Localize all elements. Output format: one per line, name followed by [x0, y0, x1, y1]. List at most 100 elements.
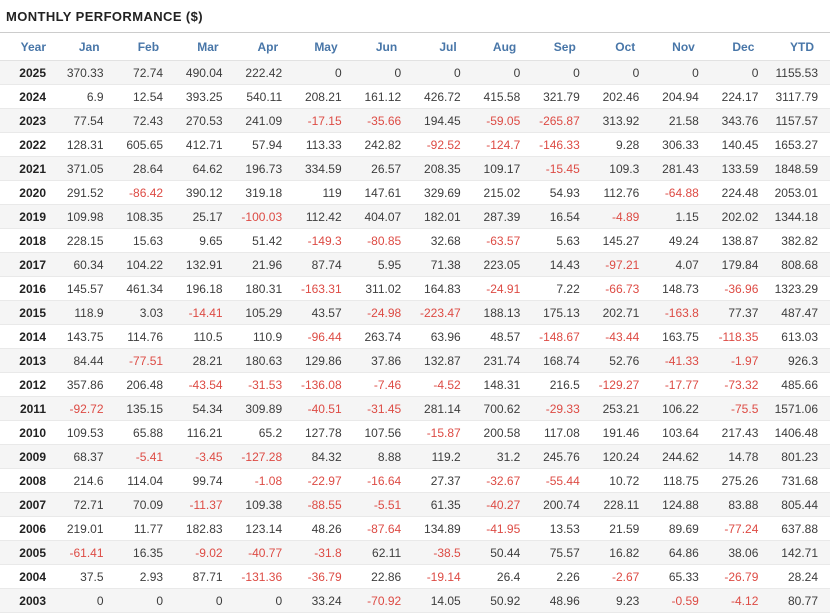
value-cell: 343.76 — [710, 108, 771, 133]
value-cell: -92.72 — [56, 396, 116, 421]
table-row: 2017 60.34 104.22 132.91 21.96 87.74 5.95 71.38… — [0, 252, 830, 277]
value-cell: 83.88 — [710, 492, 771, 517]
value-cell: 120.24 — [591, 444, 652, 469]
value-cell: 306.33 — [651, 132, 711, 157]
table-row: 2012 357.86 206.48 -43.54 -31.53 -136.08 -7.46… — [0, 372, 830, 397]
value-cell: 89.69 — [651, 516, 711, 541]
value-cell: -5.41 — [115, 444, 176, 469]
value-cell: -41.33 — [651, 348, 711, 373]
table-row: 2003 0 0 0 0 33.24 -70.92 14.05 50.92 48.96 9.23 -0… — [0, 588, 830, 613]
value-cell: 605.65 — [115, 132, 176, 157]
table-row: 2019 109.98 108.35 25.17 -100.03 112.42 404.07… — [0, 204, 830, 229]
value-cell: 805.44 — [770, 492, 830, 517]
value-cell: 196.18 — [175, 276, 235, 301]
value-cell: 0 — [353, 60, 414, 85]
value-cell: 60.34 — [56, 252, 116, 277]
column-header-apr: Apr — [234, 33, 295, 61]
value-cell: 50.44 — [472, 540, 533, 565]
value-cell: -64.88 — [651, 180, 711, 205]
value-cell: -15.87 — [413, 420, 473, 445]
table-row: 2005 -61.41 16.35 -9.02 -40.77 -31.8 62.11 -38.… — [0, 540, 830, 565]
value-cell: -146.33 — [532, 132, 592, 157]
value-cell: 15.63 — [115, 228, 176, 253]
value-cell: 118.9 — [56, 300, 116, 325]
value-cell: 65.88 — [115, 420, 176, 445]
value-cell: -19.14 — [413, 564, 473, 589]
value-cell: -148.67 — [532, 324, 592, 349]
value-cell: 242.82 — [353, 132, 414, 157]
value-cell: 164.83 — [413, 276, 473, 301]
value-cell: 208.21 — [294, 84, 354, 109]
value-cell: 57.94 — [234, 132, 295, 157]
value-cell: 63.96 — [413, 324, 473, 349]
table-row: 2021 371.05 28.64 64.62 196.73 334.59 26.57 208… — [0, 156, 830, 181]
value-cell: -77.24 — [710, 516, 771, 541]
value-cell: 180.63 — [234, 348, 295, 373]
value-cell: -7.46 — [353, 372, 414, 397]
value-cell: 37.5 — [56, 564, 116, 589]
table-body: 2025 370.33 72.74 490.04 222.42 0 0 0 0 0 0 0 0 1155.… — [0, 60, 830, 613]
value-cell: 926.3 — [770, 348, 830, 373]
value-cell: 224.48 — [710, 180, 771, 205]
value-cell: -4.12 — [710, 588, 771, 613]
value-cell: -36.96 — [710, 276, 771, 301]
year-cell: 2003 — [0, 588, 56, 613]
table-row: 2025 370.33 72.74 490.04 222.42 0 0 0 0 0 0 0 0 1155.… — [0, 60, 830, 85]
value-cell: 114.76 — [115, 324, 176, 349]
value-cell: 75.57 — [532, 540, 592, 565]
value-cell: 3.03 — [115, 300, 176, 325]
value-cell: 217.43 — [710, 420, 771, 445]
value-cell: 0 — [294, 60, 354, 85]
value-cell: 132.91 — [175, 252, 235, 277]
column-header-jun: Jun — [353, 33, 414, 61]
value-cell: -0.59 — [651, 588, 711, 613]
value-cell: 2.26 — [532, 564, 592, 589]
value-cell: 8.88 — [353, 444, 414, 469]
value-cell: 109.17 — [472, 156, 533, 181]
value-cell: 231.74 — [472, 348, 533, 373]
value-cell: 64.62 — [175, 156, 235, 181]
value-cell: 206.48 — [115, 372, 176, 397]
value-cell: 68.37 — [56, 444, 116, 469]
table-row: 2009 68.37 -5.41 -3.45 -127.28 84.32 8.88 119.2… — [0, 444, 830, 469]
value-cell: 263.74 — [353, 324, 414, 349]
value-cell: 311.02 — [353, 276, 414, 301]
value-cell: 223.05 — [472, 252, 533, 277]
value-cell: 26.57 — [353, 156, 414, 181]
value-cell: 4.07 — [651, 252, 711, 277]
value-cell: 287.39 — [472, 204, 533, 229]
value-cell: 637.88 — [770, 516, 830, 541]
value-cell: -29.33 — [532, 396, 592, 421]
value-cell: -80.85 — [353, 228, 414, 253]
value-cell: 0 — [532, 60, 592, 85]
value-cell: 291.52 — [56, 180, 116, 205]
value-cell: -17.77 — [651, 372, 711, 397]
value-cell: 114.04 — [115, 468, 176, 493]
value-cell: 109.98 — [56, 204, 116, 229]
table-row: 2007 72.71 70.09 -11.37 109.38 -88.55 -5.51 61.… — [0, 492, 830, 517]
value-cell: -86.42 — [115, 180, 176, 205]
value-cell: -1.97 — [710, 348, 771, 373]
value-cell: 43.57 — [294, 300, 354, 325]
value-cell: -129.27 — [591, 372, 652, 397]
value-cell: 117.08 — [532, 420, 592, 445]
value-cell: -73.32 — [710, 372, 771, 397]
year-cell: 2008 — [0, 468, 56, 493]
value-cell: 9.28 — [591, 132, 652, 157]
value-cell: 222.42 — [234, 60, 295, 85]
value-cell: -16.64 — [353, 468, 414, 493]
year-cell: 2005 — [0, 540, 56, 565]
value-cell: -17.15 — [294, 108, 354, 133]
value-cell: -38.5 — [413, 540, 473, 565]
value-cell: 1323.29 — [770, 276, 830, 301]
value-cell: 244.62 — [651, 444, 711, 469]
value-cell: -61.41 — [56, 540, 116, 565]
year-cell: 2018 — [0, 228, 56, 253]
value-cell: -41.95 — [472, 516, 533, 541]
value-cell: 0 — [472, 60, 533, 85]
value-cell: 107.56 — [353, 420, 414, 445]
value-cell: 180.31 — [234, 276, 295, 301]
value-cell: 200.74 — [532, 492, 592, 517]
value-cell: 270.53 — [175, 108, 235, 133]
